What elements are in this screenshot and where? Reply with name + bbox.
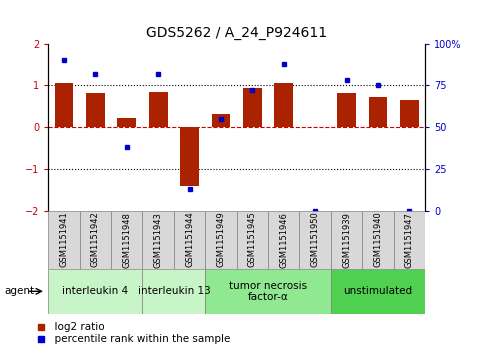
- Text: tumor necrosis
factor-α: tumor necrosis factor-α: [229, 281, 307, 302]
- Text: GSM1151943: GSM1151943: [154, 212, 163, 268]
- Text: GSM1151944: GSM1151944: [185, 212, 194, 268]
- Text: GSM1151949: GSM1151949: [216, 212, 226, 268]
- Text: GSM1151950: GSM1151950: [311, 212, 320, 268]
- Bar: [212, 114, 230, 127]
- Bar: [274, 83, 293, 127]
- Text: log2 ratio: log2 ratio: [48, 322, 105, 333]
- Text: agent: agent: [5, 286, 35, 296]
- Text: GSM1151948: GSM1151948: [122, 212, 131, 268]
- Bar: [331, 211, 362, 269]
- Bar: [55, 83, 73, 127]
- Text: GSM1151941: GSM1151941: [59, 212, 69, 268]
- Text: GSM1151945: GSM1151945: [248, 212, 257, 268]
- Text: GSM1151946: GSM1151946: [279, 212, 288, 268]
- Text: GSM1151939: GSM1151939: [342, 212, 351, 268]
- Bar: [237, 211, 268, 269]
- Bar: [111, 211, 142, 269]
- Bar: [205, 269, 331, 314]
- Bar: [362, 211, 394, 269]
- Bar: [369, 97, 387, 127]
- Bar: [142, 211, 174, 269]
- Text: percentile rank within the sample: percentile rank within the sample: [48, 334, 231, 344]
- Bar: [299, 211, 331, 269]
- Bar: [394, 211, 425, 269]
- Bar: [400, 100, 419, 127]
- Bar: [86, 93, 105, 127]
- Title: GDS5262 / A_24_P924611: GDS5262 / A_24_P924611: [146, 26, 327, 40]
- Bar: [331, 269, 425, 314]
- Bar: [48, 211, 80, 269]
- Text: GSM1151947: GSM1151947: [405, 212, 414, 268]
- Bar: [80, 211, 111, 269]
- Bar: [243, 88, 262, 127]
- Bar: [174, 211, 205, 269]
- Bar: [149, 91, 168, 127]
- Bar: [180, 127, 199, 186]
- Text: interleukin 13: interleukin 13: [138, 286, 210, 296]
- Bar: [117, 118, 136, 127]
- Text: interleukin 4: interleukin 4: [62, 286, 128, 296]
- Bar: [337, 93, 356, 127]
- Text: GSM1151940: GSM1151940: [373, 212, 383, 268]
- Bar: [142, 269, 205, 314]
- Bar: [48, 269, 142, 314]
- Text: GSM1151942: GSM1151942: [91, 212, 100, 268]
- Bar: [205, 211, 237, 269]
- Bar: [268, 211, 299, 269]
- Text: unstimulated: unstimulated: [343, 286, 412, 296]
